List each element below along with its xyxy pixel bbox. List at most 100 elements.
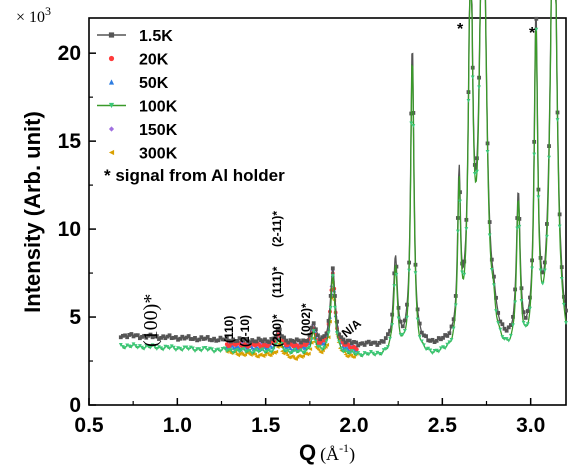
y-tick-label: 10	[58, 218, 81, 241]
data-point	[492, 283, 496, 288]
series-100K	[118, 0, 568, 358]
data-point	[197, 347, 202, 352]
data-point	[233, 349, 238, 353]
peak-label: (100)*	[140, 294, 162, 347]
data-point	[386, 345, 390, 349]
data-point	[260, 347, 265, 352]
data-point	[324, 339, 329, 344]
y-tick-label: 15	[58, 130, 82, 153]
x-axis-title-close: )	[349, 444, 355, 465]
data-point	[277, 327, 282, 332]
data-point	[470, 75, 475, 80]
data-point	[306, 351, 311, 356]
data-point	[301, 350, 306, 355]
peak-label: *	[529, 25, 536, 42]
x-tick-label: 1.0	[163, 414, 192, 437]
data-point	[271, 347, 276, 352]
data-point	[135, 333, 140, 338]
data-point	[263, 352, 267, 357]
data-point	[214, 348, 219, 353]
data-point	[369, 349, 373, 354]
data-point	[274, 349, 279, 354]
data-point	[239, 347, 244, 352]
data-point	[352, 354, 356, 359]
data-point	[186, 334, 191, 338]
data-point	[323, 345, 328, 349]
data-point	[305, 346, 310, 351]
data-point	[447, 331, 452, 336]
data-point	[415, 317, 420, 322]
data-point	[118, 342, 123, 347]
data-point	[309, 337, 314, 342]
data-point	[379, 352, 384, 356]
peak-label: *	[457, 21, 464, 38]
legend-item-100K: 100K	[97, 99, 178, 116]
data-point	[231, 350, 236, 355]
y-tick-label: 5	[69, 306, 81, 329]
data-point	[282, 335, 286, 340]
legend-marker	[108, 102, 115, 109]
data-point	[523, 324, 528, 328]
data-point	[148, 345, 153, 350]
data-point	[268, 353, 273, 358]
data-point	[496, 311, 501, 315]
data-point	[171, 345, 176, 350]
peak-label: (110)	[222, 316, 236, 343]
data-point	[424, 334, 428, 339]
data-point	[458, 199, 462, 204]
data-point	[129, 344, 134, 349]
data-point	[284, 349, 289, 354]
data-point	[311, 329, 316, 333]
data-point	[272, 339, 277, 344]
data-point	[288, 351, 293, 356]
y-axis-title: Intensity (Arb. unit)	[20, 111, 45, 313]
data-point	[241, 347, 246, 351]
data-point	[453, 303, 458, 308]
data-point	[540, 281, 545, 286]
data-point	[303, 350, 308, 354]
data-point	[343, 348, 348, 353]
data-point	[285, 353, 290, 358]
data-point	[441, 345, 445, 350]
data-point	[390, 323, 395, 327]
data-point	[525, 322, 530, 327]
data-point	[394, 272, 399, 277]
data-point	[339, 347, 344, 351]
legend-marker	[108, 126, 115, 132]
data-point	[275, 345, 280, 350]
data-point	[559, 276, 564, 281]
data-point	[237, 349, 242, 354]
data-point	[178, 346, 183, 351]
y-tick-label: 20	[58, 42, 81, 65]
data-point	[422, 343, 426, 348]
data-point	[498, 327, 503, 332]
y-tick-label: 0	[69, 394, 81, 417]
data-point	[360, 353, 365, 358]
peak-label: (002)*	[299, 303, 313, 336]
data-point	[184, 345, 189, 350]
data-point	[400, 324, 405, 329]
data-point	[157, 345, 161, 350]
data-point	[296, 349, 301, 354]
data-point	[557, 224, 562, 229]
data-point	[235, 347, 240, 352]
data-point	[525, 309, 530, 313]
data-point	[307, 345, 312, 350]
data-point	[280, 349, 284, 354]
data-point	[402, 328, 407, 333]
data-point	[487, 233, 492, 238]
data-point	[309, 325, 314, 330]
data-point	[320, 347, 325, 352]
data-point	[135, 345, 140, 350]
x-tick-label: 0.5	[74, 414, 104, 437]
data-point	[199, 348, 204, 353]
data-point	[381, 348, 386, 352]
data-point	[436, 349, 441, 354]
data-point	[140, 345, 144, 350]
data-point	[430, 351, 435, 355]
data-point	[400, 332, 405, 337]
legend-marker	[108, 79, 115, 85]
data-point	[254, 348, 259, 352]
data-point	[434, 348, 439, 353]
data-point	[564, 321, 568, 325]
